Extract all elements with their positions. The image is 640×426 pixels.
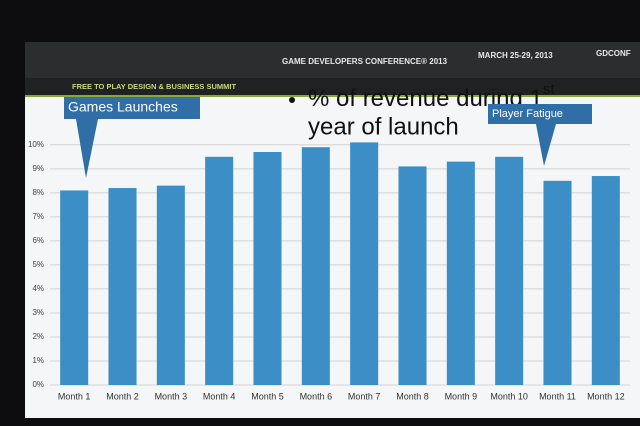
conference-name: GAME DEVELOPERS CONFERENCE® 2013 (282, 57, 448, 66)
y-tick-label: 5% (32, 260, 44, 269)
callout-box (488, 104, 592, 124)
y-tick-label: 1% (32, 356, 44, 365)
y-tick-label: 4% (32, 284, 44, 293)
y-tick-label: 7% (32, 212, 44, 221)
y-tick-label: 8% (32, 188, 44, 197)
bar (156, 185, 185, 385)
header-strip (25, 78, 640, 96)
y-tick-label: 2% (32, 332, 44, 341)
y-tick-label: 10% (28, 140, 44, 149)
chart-title-line-2: year of launch (308, 113, 459, 140)
header-bar (25, 42, 640, 78)
callout-pointer (536, 124, 556, 166)
callout-box (64, 97, 200, 119)
callout: Player Fatigue (488, 104, 592, 166)
x-tick-label: Month 11 (539, 391, 576, 401)
bar (495, 156, 524, 385)
y-tick-label: 6% (32, 236, 44, 245)
x-tick-label: Month 1 (58, 391, 91, 401)
bar (543, 180, 572, 385)
x-tick-label: Month 7 (348, 391, 381, 401)
x-tick-label: Month 3 (155, 391, 188, 401)
y-tick-label: 3% (32, 308, 44, 317)
bar (253, 152, 282, 385)
y-tick-label: 0% (32, 380, 44, 389)
x-tick-label: Month 6 (300, 391, 333, 401)
x-tick-label: Month 4 (203, 391, 236, 401)
bar (398, 166, 427, 385)
conference-dates: MARCH 25-29, 2013 (478, 51, 553, 60)
x-tick-label: Month 9 (445, 391, 478, 401)
callout: Games Launches (64, 97, 200, 178)
bar (591, 176, 620, 385)
callout-text: Games Launches (68, 99, 178, 115)
y-tick-label: 9% (32, 164, 44, 173)
x-tick-label: Month 5 (251, 391, 284, 401)
bullet (289, 97, 295, 103)
bar (301, 147, 330, 385)
callout-pointer (76, 119, 98, 178)
callout-text: Player Fatigue (492, 108, 563, 120)
bar (205, 156, 234, 385)
bar (350, 142, 379, 385)
bar (446, 161, 475, 385)
x-tick-label: Month 12 (587, 391, 625, 401)
header-line (25, 95, 640, 97)
bar (108, 188, 137, 385)
x-tick-label: Month 2 (106, 391, 139, 401)
x-tick-label: Month 8 (396, 391, 429, 401)
summit-name: FREE TO PLAY DESIGN & BUSINESS SUMMIT (72, 82, 236, 91)
x-tick-label: Month 10 (490, 391, 528, 401)
conference-site: GDCONF (596, 49, 631, 58)
bar (60, 190, 89, 385)
